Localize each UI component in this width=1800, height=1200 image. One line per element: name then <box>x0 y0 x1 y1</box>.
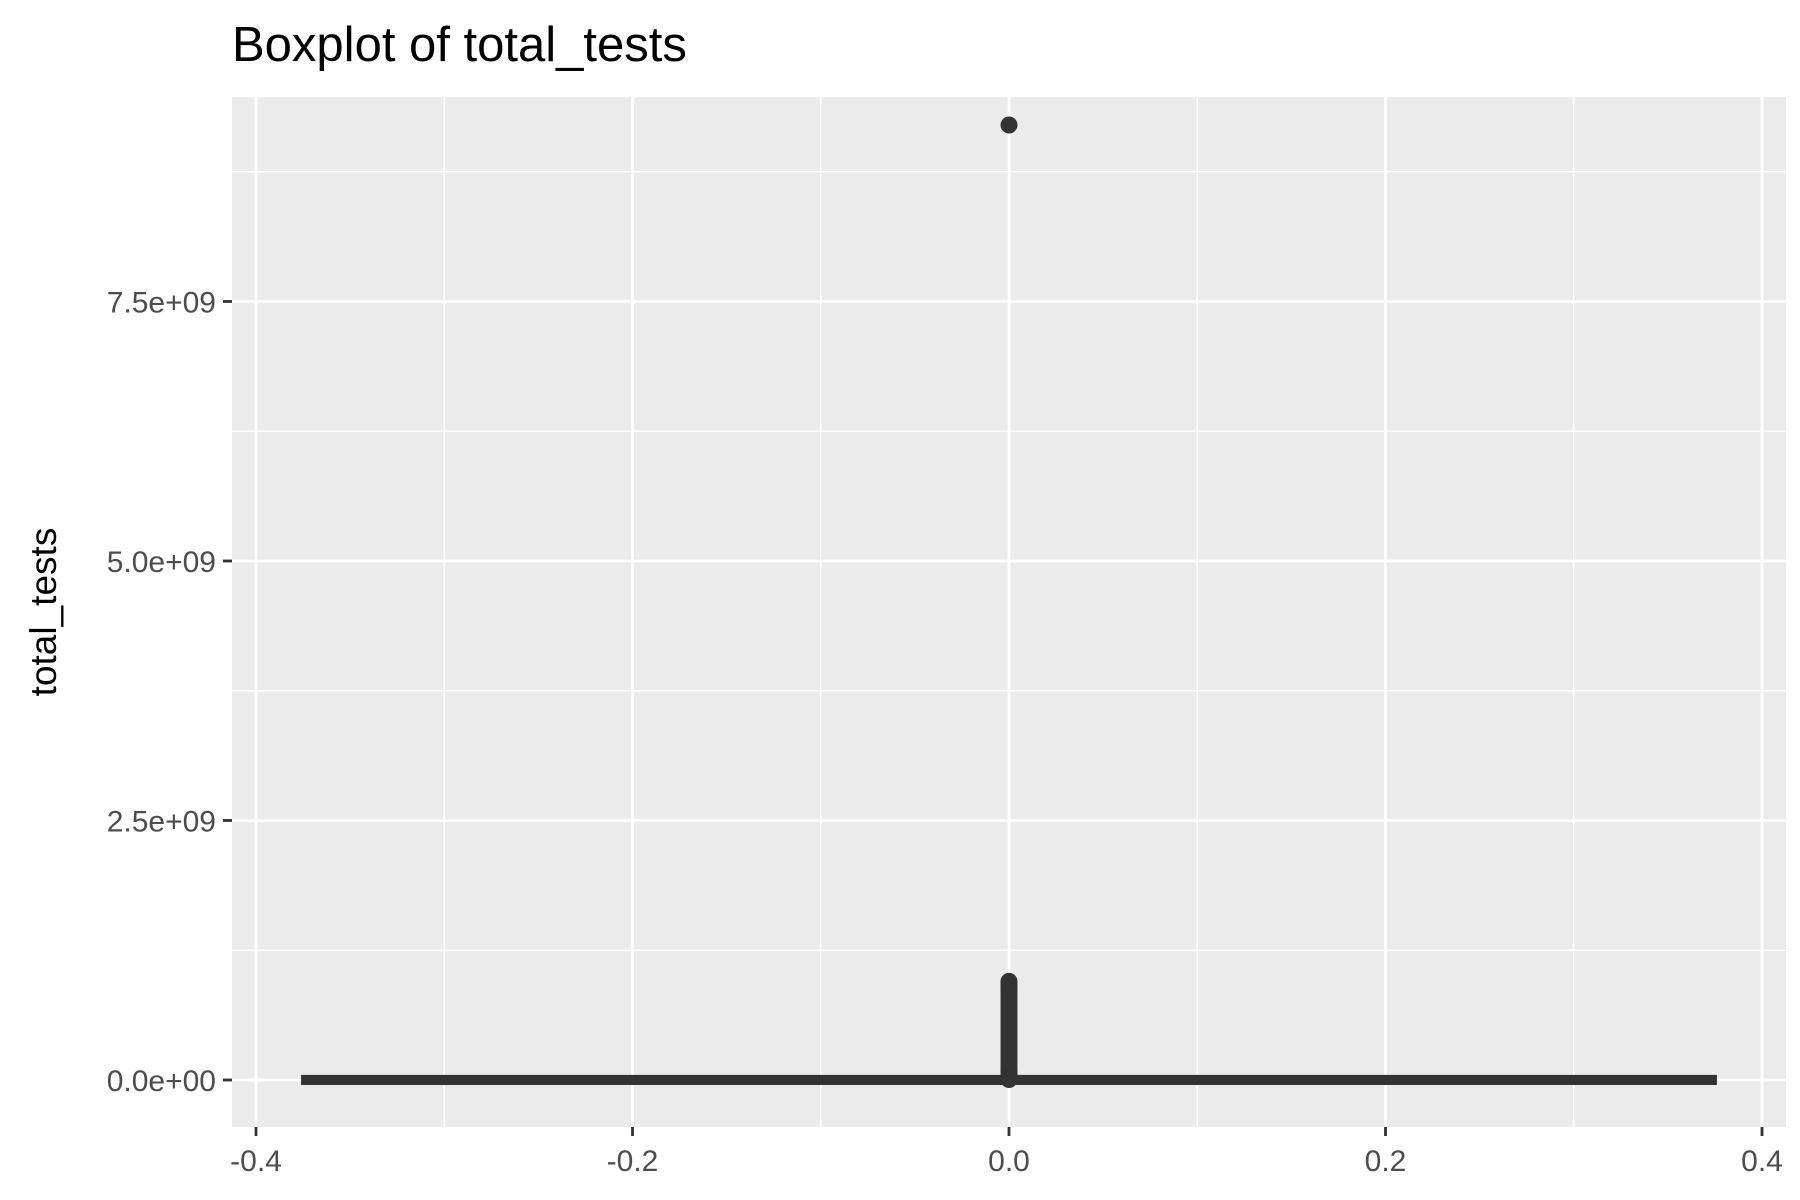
y-tick-label: 7.5e+09 <box>107 286 216 319</box>
y-axis: 0.0e+00 2.5e+09 5.0e+09 7.5e+09 <box>107 286 232 1098</box>
boxplot-marks <box>301 116 1717 1088</box>
x-tick-label: -0.4 <box>230 1145 282 1178</box>
y-tick-label: 2.5e+09 <box>107 805 216 838</box>
x-tick-label: -0.2 <box>607 1145 659 1178</box>
y-tick-label: 5.0e+09 <box>107 546 216 579</box>
chart-title: Boxplot of total_tests <box>232 18 687 72</box>
x-axis: -0.4 -0.2 0.0 0.2 0.4 <box>230 1127 1783 1178</box>
y-tick-label: 0.0e+00 <box>107 1065 216 1098</box>
x-tick-label: 0.0 <box>988 1145 1030 1178</box>
outlier-point <box>1000 116 1018 134</box>
outlier-point <box>1000 1070 1018 1088</box>
x-tick-label: 0.4 <box>1741 1145 1783 1178</box>
x-tick-label: 0.2 <box>1365 1145 1407 1178</box>
y-axis-title: total_tests <box>23 528 64 697</box>
